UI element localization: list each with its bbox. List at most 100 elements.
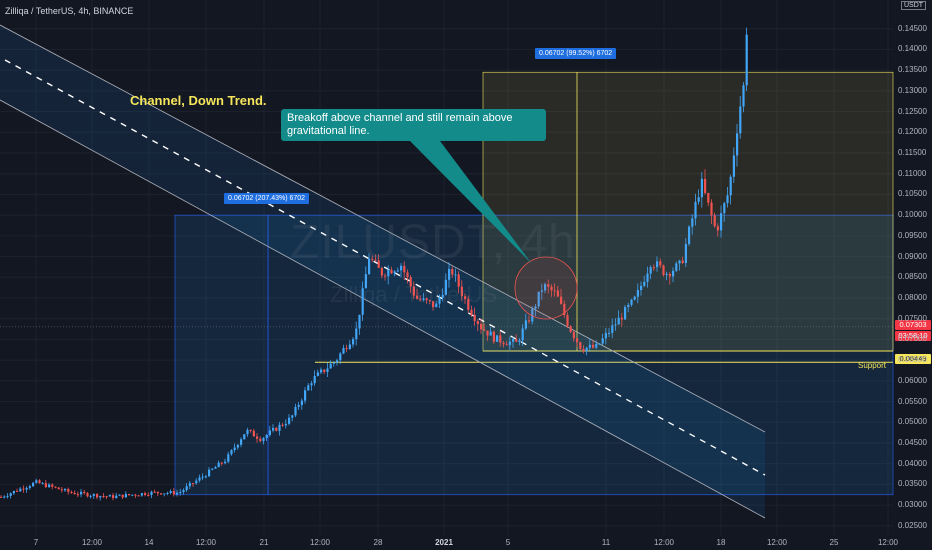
candle-body	[563, 303, 566, 316]
channel-upper-line	[0, 24, 766, 433]
candle-body	[313, 375, 316, 384]
candle-body	[246, 429, 249, 435]
candle-body	[134, 494, 137, 496]
candle-body	[550, 286, 553, 291]
unit-label[interactable]: USDT	[901, 1, 927, 10]
x-tick-label: 12:00	[81, 538, 103, 547]
candle-body	[585, 347, 588, 352]
candle-body	[537, 291, 540, 307]
y-tick-label: 0.08500	[898, 272, 927, 282]
candle-body	[115, 495, 118, 499]
candle-body	[518, 340, 521, 342]
x-tick-label: 21	[259, 538, 269, 547]
candle-body	[3, 496, 6, 498]
candle-body	[739, 106, 742, 134]
candle-body	[604, 332, 607, 339]
candle-body	[217, 462, 220, 468]
candle-body	[124, 493, 127, 498]
candle-body	[214, 467, 217, 469]
candle-body	[598, 343, 601, 345]
current-price-label: 0.07303	[895, 320, 931, 330]
candle-body	[688, 226, 691, 245]
candle-body	[448, 269, 451, 280]
candle-body	[291, 415, 294, 418]
candle-body	[54, 486, 57, 488]
measure-box-left	[174, 214, 894, 496]
candle-body	[172, 491, 175, 495]
candle-body	[0, 496, 3, 498]
channel-label: Channel, Down Trend.	[130, 93, 267, 108]
candle-body	[118, 494, 121, 496]
candle-body	[643, 281, 646, 286]
candle-body	[707, 192, 710, 203]
candle-body	[732, 155, 735, 177]
candle-body	[281, 424, 284, 426]
candle-body	[48, 484, 51, 488]
candle-body	[502, 342, 505, 345]
candle-body	[476, 321, 479, 325]
candle-body	[368, 258, 371, 275]
y-tick-label: 0.05000	[898, 417, 927, 427]
candle-body	[576, 338, 579, 343]
candle-body	[355, 328, 358, 340]
candle-body	[272, 427, 275, 431]
candle-body	[230, 449, 233, 455]
measure-label-left: 0.06702 (207.43%) 6702	[224, 193, 310, 204]
candle-body	[176, 492, 179, 495]
candle-body	[128, 493, 131, 496]
candle-body	[192, 483, 195, 485]
candle-body	[515, 339, 518, 342]
candle-body	[288, 417, 291, 424]
candle-body	[467, 299, 470, 310]
candle-body	[659, 261, 662, 266]
candle-body	[704, 178, 707, 193]
x-tick-label: 12:00	[766, 538, 788, 547]
candle-body	[441, 294, 444, 298]
y-tick-label: 0.14500	[898, 23, 927, 33]
x-tick-label: 14	[144, 538, 154, 547]
y-tick-label: 0.14000	[898, 44, 927, 54]
candle-body	[694, 201, 697, 219]
candle-body	[339, 353, 342, 361]
candle-body	[534, 306, 537, 309]
candle-body	[528, 320, 531, 322]
x-tick-label: 28	[373, 538, 383, 547]
candle-body	[137, 495, 140, 497]
candle-body	[396, 270, 399, 272]
x-tick-label: 2021	[435, 538, 453, 547]
candle-body	[320, 369, 323, 373]
breakout-highlight-circle	[514, 256, 578, 320]
candle-body	[579, 342, 582, 350]
candle-body	[12, 490, 15, 494]
candle-body	[464, 296, 467, 300]
candle-body	[496, 335, 499, 342]
candle-body	[406, 272, 409, 278]
channel-midline	[4, 59, 766, 476]
candle-body	[233, 447, 236, 450]
candle-body	[99, 495, 102, 498]
candle-body	[227, 454, 230, 462]
candle-body	[729, 176, 732, 196]
candle-body	[83, 491, 86, 494]
candle-body	[361, 288, 364, 315]
candle-body	[108, 495, 111, 497]
candle-body	[304, 390, 307, 401]
candle-body	[323, 369, 326, 372]
candle-body	[480, 324, 483, 330]
candle-body	[403, 265, 406, 273]
candle-body	[582, 349, 585, 352]
candle-body	[608, 332, 611, 334]
candle-body	[627, 304, 630, 308]
candle-body	[284, 423, 287, 426]
candle-body	[268, 430, 271, 436]
candle-body	[524, 320, 527, 329]
candle-body	[96, 494, 99, 498]
candle-body	[278, 424, 281, 431]
candle-body	[188, 483, 191, 487]
candle-body	[393, 271, 396, 274]
candle-body	[630, 299, 633, 305]
x-tick-label: 12:00	[195, 538, 217, 547]
x-tick-label: 7	[33, 538, 39, 547]
candle-body	[9, 493, 12, 496]
